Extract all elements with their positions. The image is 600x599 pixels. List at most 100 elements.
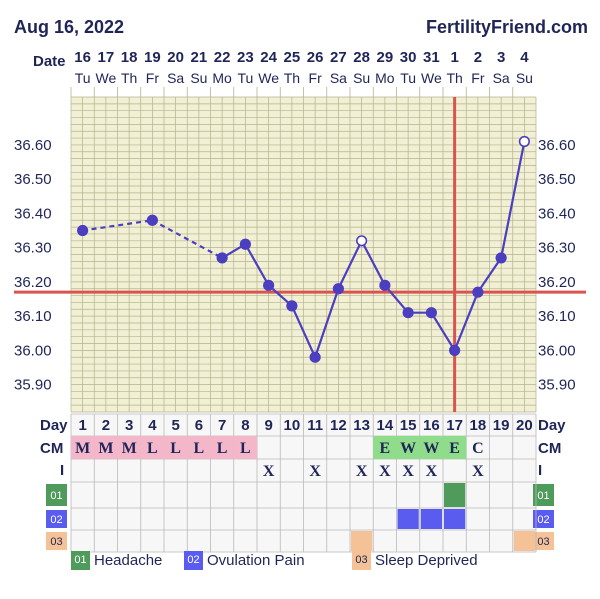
date-label: 24 — [260, 49, 277, 66]
weekday-label: Th — [284, 70, 300, 86]
y-tick-label-right: 36.10 — [538, 308, 576, 325]
cycle-day-label: 18 — [470, 417, 487, 434]
intercourse-mark: X — [472, 463, 484, 480]
cycle-day-label: 12 — [330, 417, 347, 434]
symptom-badge-03 — [46, 532, 67, 550]
cm-cell-fill — [71, 436, 95, 459]
intercourse-mark: X — [356, 463, 368, 480]
cm-cell-label: M — [98, 440, 113, 457]
date-label: 21 — [191, 49, 208, 66]
temperature-line-segment — [384, 284, 409, 314]
temperature-point — [146, 214, 158, 226]
weekday-label: Mo — [375, 70, 395, 86]
temperature-point — [495, 252, 507, 264]
date-label: 26 — [307, 49, 324, 66]
cycle-day-label: 17 — [446, 417, 463, 434]
cm-cell-fill — [373, 436, 397, 459]
legend-swatch-03: 03 — [352, 551, 371, 570]
cycle-day-label: 8 — [241, 417, 249, 434]
cm-cell-fill — [94, 436, 118, 459]
weekday-label: Su — [516, 70, 533, 86]
y-tick-label-left: 36.60 — [14, 137, 52, 154]
symptom-badge-label: 01 — [50, 490, 62, 502]
cm-cell-label: L — [147, 440, 158, 457]
y-tick-label-right: 36.20 — [538, 274, 576, 291]
cycle-day-label: 16 — [423, 417, 440, 434]
date-label: 3 — [497, 49, 505, 66]
y-tick-label-left: 36.30 — [14, 240, 52, 257]
cm-cell-label: C — [472, 440, 484, 457]
legend-label-headache: Headache — [94, 552, 163, 569]
symptom-badge-label: 02 — [537, 514, 549, 526]
symptom-badge-label: 03 — [50, 536, 62, 548]
site-name: FertilityFriend.com — [426, 17, 588, 37]
y-tick-label-right: 36.40 — [538, 205, 576, 222]
weekday-label: Tu — [400, 70, 416, 86]
temperature-point — [286, 300, 298, 312]
cycle-day-label: 15 — [400, 417, 417, 434]
date-label: 19 — [144, 49, 161, 66]
legend-item-sleep-deprived: 03 Sleep Deprived — [352, 551, 478, 570]
cycle-day-label: 3 — [125, 417, 133, 434]
y-tick-label-left: 36.00 — [14, 342, 52, 359]
cm-cell-label: M — [122, 440, 137, 457]
cycle-day-label: 13 — [353, 417, 370, 434]
legend-item-ovulation-pain: 02 Ovulation Pain — [184, 551, 305, 570]
cm-cell-fill — [187, 436, 211, 459]
cm-cell-label: L — [170, 440, 181, 457]
cycle-day-label: 19 — [493, 417, 510, 434]
temperature-point — [216, 252, 228, 264]
weekday-label: Mo — [212, 70, 232, 86]
i-row-label-left: I — [60, 462, 64, 479]
symptom-badge-label: 02 — [50, 514, 62, 526]
temperature-line-segment — [476, 257, 503, 293]
date-label: 18 — [121, 49, 138, 66]
legend-swatch-01: 01 — [71, 551, 90, 570]
date-label: 16 — [74, 49, 91, 66]
date-label: 31 — [423, 49, 440, 66]
temperature-line-segment — [453, 291, 479, 351]
symptom-badge-02 — [533, 510, 554, 528]
cycle-day-label: 2 — [102, 417, 110, 434]
temperature-point — [263, 279, 275, 291]
temperature-line-segment — [290, 305, 317, 358]
intercourse-mark: X — [402, 463, 414, 480]
symptom-cell — [351, 531, 373, 551]
symptom-badge-01 — [533, 484, 554, 506]
cycle-day-label: 4 — [148, 417, 157, 434]
date-label: 2 — [474, 49, 482, 66]
y-tick-label-left: 35.90 — [14, 377, 52, 394]
y-tick-label-right: 36.00 — [538, 342, 576, 359]
weekday-label: Fr — [471, 70, 485, 86]
y-tick-label-right: 36.30 — [538, 240, 576, 257]
weekday-label: Th — [121, 70, 137, 86]
weekday-label: Sa — [493, 70, 510, 86]
date-row-label: Date — [33, 53, 66, 70]
weekday-label: We — [96, 70, 117, 86]
cm-cell-label: W — [400, 440, 416, 457]
date-label: 29 — [377, 49, 394, 66]
cm-cell-fill — [419, 436, 443, 459]
temperature-point — [356, 235, 368, 247]
temperature-line-segment — [82, 219, 153, 232]
y-tick-label-left: 36.50 — [14, 171, 52, 188]
cm-cell-fill — [233, 436, 257, 459]
cm-cell-label: L — [217, 440, 228, 457]
temperature-point — [239, 238, 251, 250]
cm-cell-label: E — [449, 440, 460, 457]
cm-cell-label: W — [423, 440, 439, 457]
date-label: 23 — [237, 49, 254, 66]
y-tick-label-right: 36.50 — [538, 171, 576, 188]
cycle-day-label: 9 — [264, 417, 272, 434]
date-label: 20 — [167, 49, 184, 66]
cycle-day-label: 7 — [218, 417, 226, 434]
weekday-label: Su — [353, 70, 370, 86]
temperature-point — [402, 307, 414, 319]
intercourse-mark: X — [426, 463, 438, 480]
temperature-point — [379, 279, 391, 291]
date-label: 25 — [284, 49, 301, 66]
cm-cell-fill — [140, 436, 164, 459]
symptom-badge-label: 03 — [537, 536, 549, 548]
cycle-day-label: 5 — [171, 417, 179, 434]
